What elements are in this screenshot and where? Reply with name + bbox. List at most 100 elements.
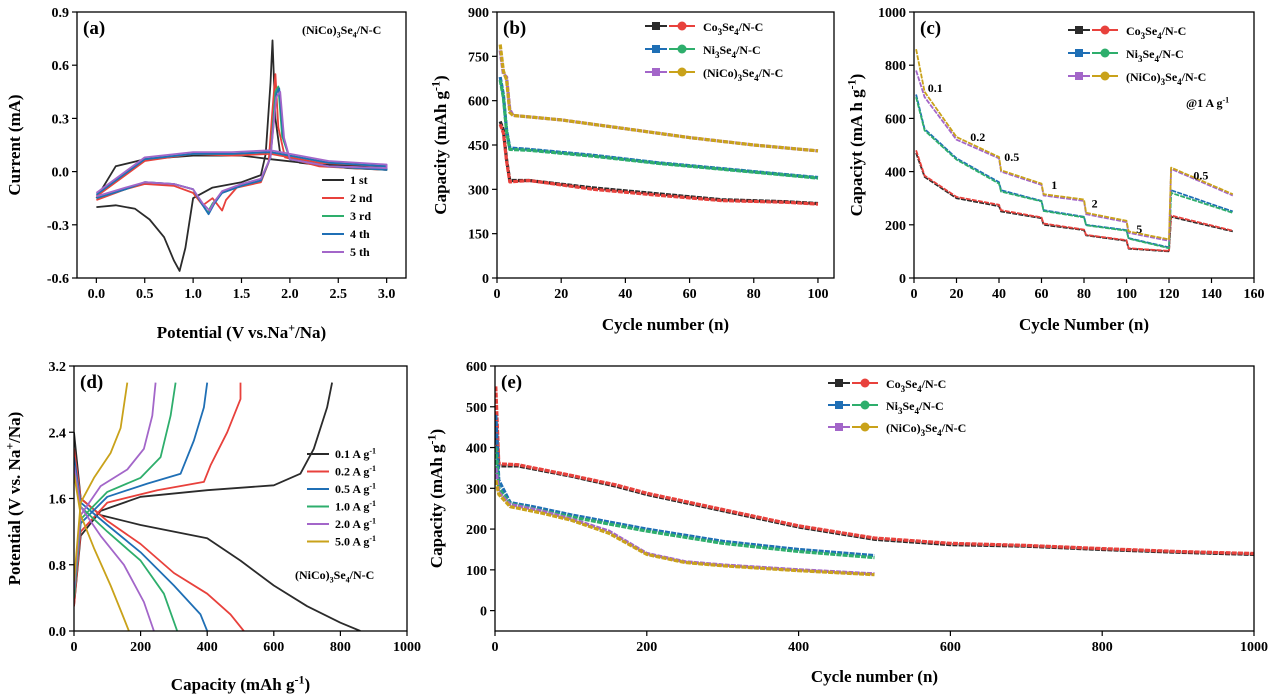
series-line-a-2 — [95, 85, 388, 214]
y-tick-label: 200 — [466, 523, 487, 538]
series-line-c-3 — [915, 96, 1234, 250]
series-line-e-1 — [495, 386, 1254, 556]
x-tick-label: 160 — [1244, 287, 1265, 302]
legend-label: Co3Se4/N-C — [703, 20, 763, 37]
x-tick-label: 80 — [747, 287, 761, 302]
y-tick-label: 800 — [885, 59, 906, 74]
x-tick-label: 0 — [71, 640, 78, 655]
legend-marker — [835, 401, 843, 409]
legend-label: 5.0 A g-1 — [335, 534, 376, 549]
x-tick-label: 400 — [197, 640, 218, 655]
y-tick-label: 0 — [482, 272, 489, 287]
plot-frame-c — [913, 11, 1255, 279]
y-tick-label: 2.4 — [49, 426, 67, 441]
y-tick-label: -0.3 — [47, 219, 69, 234]
y-tick-label: 600 — [885, 112, 906, 127]
legend-label: 1 st — [350, 173, 368, 187]
x-tick-label: 100 — [1116, 287, 1137, 302]
x-tick-label: 0 — [492, 640, 499, 655]
legend-label: 2.0 A g-1 — [335, 516, 376, 531]
legend-marker — [677, 44, 687, 54]
y-axis-label: Capacity (mAh g-1) — [429, 75, 450, 214]
rate-label: 1 — [1051, 178, 1057, 192]
series-line-d-4 — [74, 382, 157, 590]
legend-label: 3 rd — [350, 209, 371, 223]
legend-marker — [1100, 71, 1110, 81]
y-tick-label: 0 — [899, 272, 906, 287]
y-tick-label: 450 — [468, 139, 489, 154]
sample-annotation: (NiCo)3Se4/N-C — [302, 23, 381, 40]
plot-area-d — [74, 382, 361, 631]
x-tick-label: 0 — [911, 287, 918, 302]
x-tick-label: 100 — [807, 287, 828, 302]
legend-marker — [835, 379, 843, 387]
series-line-b-1 — [498, 123, 819, 206]
series-line-d-5 — [74, 382, 129, 582]
legend-marker — [1075, 26, 1083, 34]
legend-marker — [652, 45, 660, 53]
rate-label: 2 — [1092, 197, 1098, 211]
y-tick-label: 0.6 — [52, 59, 70, 74]
x-tick-label: 0.5 — [136, 287, 154, 302]
x-tick-label: 120 — [1159, 287, 1180, 302]
series-line-c-2 — [915, 94, 1234, 249]
legend-marker — [652, 68, 660, 76]
x-tick-label: 20 — [950, 287, 964, 302]
legend-marker — [1100, 48, 1110, 58]
series-line-e-5 — [495, 479, 875, 577]
x-tick-label: 600 — [263, 640, 284, 655]
x-tick-label: 40 — [992, 287, 1006, 302]
x-tick-label: 140 — [1201, 287, 1222, 302]
legend-label: Ni3Se4/N-C — [886, 399, 944, 416]
y-tick-label: 900 — [468, 6, 489, 21]
legend-marker — [1075, 49, 1083, 57]
legend-label: (NiCo)3Se4/N-C — [703, 66, 783, 83]
plot-area-c — [915, 49, 1234, 253]
x-tick-label: 600 — [940, 640, 961, 655]
legend-label: (NiCo)3Se4/N-C — [886, 421, 966, 438]
plot-area-b — [498, 44, 819, 206]
series-line-c-0 — [915, 152, 1234, 253]
panel-c: 0 20 40 60 80 100 120 140 160 0 200 400 600 800 1000 Cy… — [845, 6, 1265, 334]
legend-marker — [835, 423, 843, 431]
panel-label: (b) — [503, 18, 526, 39]
series-line-b-3 — [498, 79, 819, 180]
x-tick-label: 400 — [788, 640, 809, 655]
x-axis-label: Capacity (mAh g-1) — [171, 673, 310, 694]
series-line-d-1 — [74, 382, 242, 607]
legend-label: (NiCo)3Se4/N-C — [1126, 70, 1206, 87]
panel-a: 0.0 0.5 1.0 1.5 2.0 2.5 3.0 -0.6 -0.3 0.0 0.3 0.6 0.… — [5, 6, 407, 342]
x-tick-label: 0 — [494, 287, 501, 302]
rate-label: 0.5 — [1004, 150, 1019, 164]
panel-label: (d) — [80, 372, 103, 393]
y-tick-label: 600 — [466, 360, 487, 375]
panel-e: 0 200 400 600 800 10000100200300400500600Cycl… — [425, 360, 1268, 686]
series-line-d-2 — [74, 382, 209, 598]
x-tick-label: 800 — [1092, 640, 1113, 655]
legend-label: 0.2 A g-1 — [335, 464, 376, 479]
y-tick-label: 150 — [468, 228, 489, 243]
legend-label: Ni3Se4/N-C — [1126, 47, 1184, 64]
y-tick-label: 0.3 — [52, 112, 70, 127]
series-line-d-5-discharge — [74, 473, 130, 631]
legend-marker — [860, 400, 870, 410]
x-tick-label: 1000 — [393, 640, 421, 655]
x-tick-label: 1.5 — [233, 287, 251, 302]
legend-marker — [677, 21, 687, 31]
series-line-e-4 — [495, 467, 875, 576]
y-tick-label: -0.6 — [47, 272, 69, 287]
legend-marker — [1100, 25, 1110, 35]
x-tick-label: 20 — [554, 287, 568, 302]
y-tick-label: 300 — [468, 183, 489, 198]
x-tick-label: 200 — [636, 640, 657, 655]
legend-marker — [860, 378, 870, 388]
x-axis-label: Cycle number (n) — [811, 667, 938, 686]
x-tick-label: 60 — [1035, 287, 1049, 302]
y-axis-label: Capacity (mAh g-1) — [425, 429, 446, 568]
y-axis-label: Potential (V vs. Na+/Na) — [3, 412, 24, 586]
sample-annotation: (NiCo)3Se4/N-C — [295, 568, 374, 585]
y-tick-label: 0.9 — [52, 6, 70, 21]
x-tick-label: 60 — [683, 287, 697, 302]
series-line-c-1 — [915, 150, 1234, 252]
series-line-b-5 — [498, 44, 819, 153]
